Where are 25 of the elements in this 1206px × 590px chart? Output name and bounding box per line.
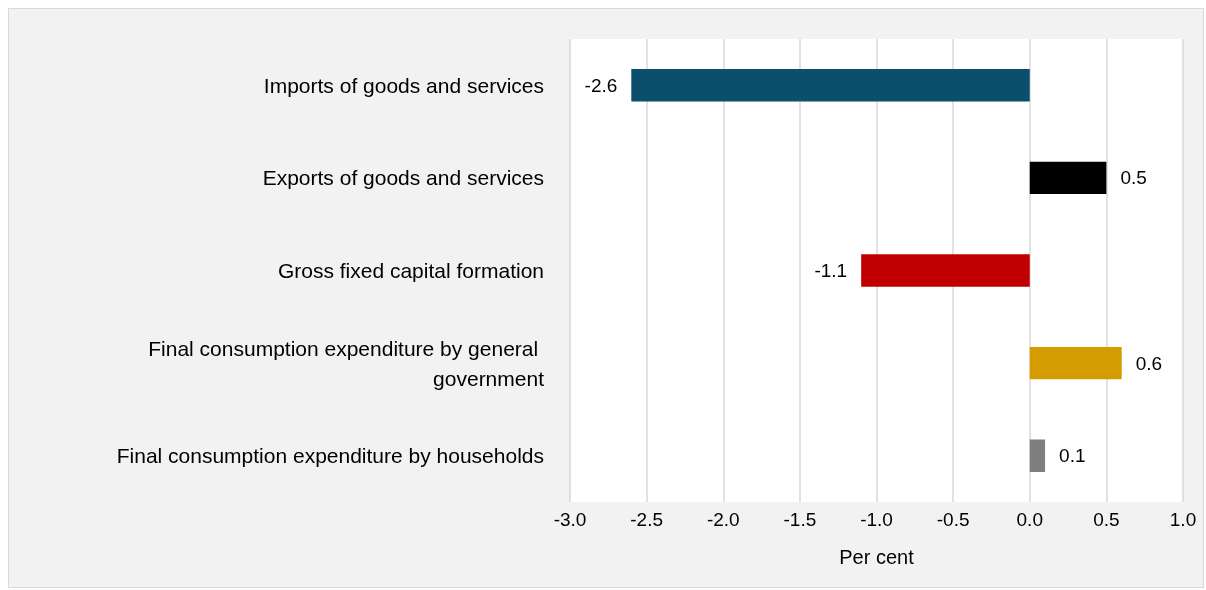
x-tick-label: 0.0: [1016, 509, 1043, 530]
y-tick-label: Final consumption expenditure by general government: [148, 336, 545, 390]
data-label: 0.1: [1059, 445, 1086, 467]
data-label: 0.5: [1120, 167, 1147, 189]
y-tick-label: Imports of goods and services: [263, 73, 544, 97]
x-tick-label: 1.0: [1169, 509, 1197, 530]
data-label: -1.1: [814, 260, 848, 281]
y-tick-label: Gross fixed capital formation: [277, 259, 544, 282]
x-tick-label: -0.5: [936, 509, 970, 530]
data-label: -2.6: [584, 74, 618, 96]
x-tick-label: -3.0: [553, 509, 587, 530]
x-axis-title: Per cent: [839, 546, 915, 568]
bar: [861, 254, 1030, 287]
data-label: 0.6: [1135, 352, 1163, 374]
bar: [1029, 161, 1107, 195]
bar: [631, 69, 1030, 102]
bar: [1029, 439, 1046, 472]
y-tick-label: Final consumption expenditure by households: [116, 444, 544, 468]
x-tick-label: -1.0: [860, 509, 893, 530]
x-tick-label: -2.0: [706, 509, 740, 530]
x-tick-label: -1.5: [783, 509, 817, 530]
bar: [1029, 346, 1122, 380]
y-tick-label: Exports of goods and services: [262, 166, 544, 190]
x-tick-label: 0.5: [1093, 509, 1120, 530]
x-tick-label: -2.5: [630, 509, 663, 530]
